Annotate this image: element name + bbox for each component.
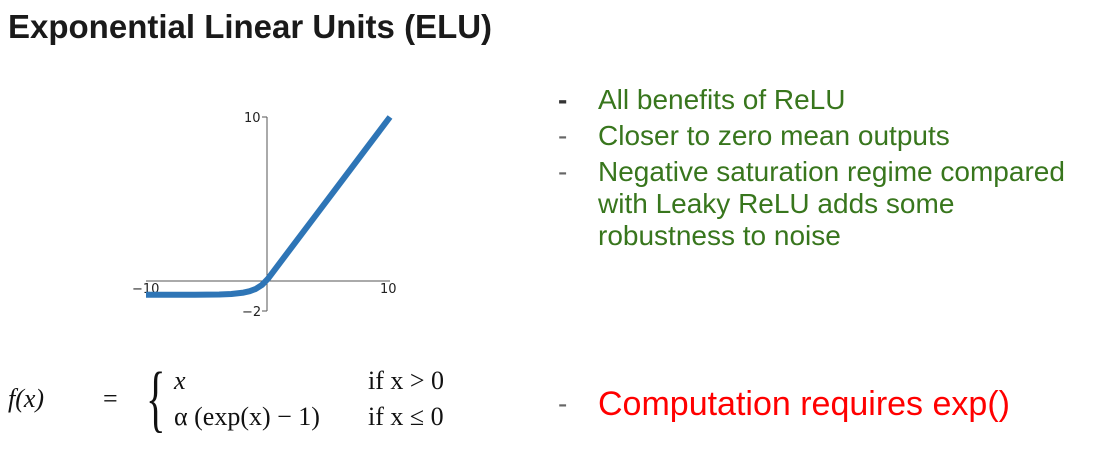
bullet-dash: - xyxy=(558,120,568,151)
pros-item-text: Negative saturation regime compared with… xyxy=(598,156,1065,251)
x-tick-label-max: 10 xyxy=(380,282,397,297)
elu-curve-line xyxy=(146,115,393,298)
formula-condition-positive: if x > 0 xyxy=(368,366,445,395)
formula-case-negative: α (exp(x) − 1) xyxy=(174,402,320,431)
slide-title: Exponential Linear Units (ELU) xyxy=(8,8,493,45)
y-tick-label-min: −2 xyxy=(242,305,261,320)
pros-item-text: Closer to zero mean outputs xyxy=(598,120,950,151)
cons-list: - Computation requires exp() xyxy=(558,384,1010,424)
pros-item: - All benefits of ReLU xyxy=(558,84,1098,116)
formula-case-positive: x xyxy=(174,366,186,395)
pros-item-text: All benefits of ReLU xyxy=(598,84,846,115)
formula-brace: { xyxy=(146,358,166,440)
bullet-dash: - xyxy=(558,388,568,419)
formula-lhs: f(x) xyxy=(8,384,45,413)
pros-item: - Closer to zero mean outputs xyxy=(558,120,1098,152)
pros-item: - Negative saturation regime compared wi… xyxy=(558,156,1098,252)
bullet-dash: - xyxy=(558,156,568,187)
formula-condition-negative: if x ≤ 0 xyxy=(368,402,444,431)
y-tick-label-max: 10 xyxy=(244,111,261,126)
cons-item-text: Computation requires exp() xyxy=(598,385,1010,423)
formula-equals: = xyxy=(103,384,118,413)
cons-item: - Computation requires exp() xyxy=(558,384,1010,424)
pros-list: - All benefits of ReLU - Closer to zero … xyxy=(558,84,1098,256)
bullet-dash: - xyxy=(558,84,568,115)
